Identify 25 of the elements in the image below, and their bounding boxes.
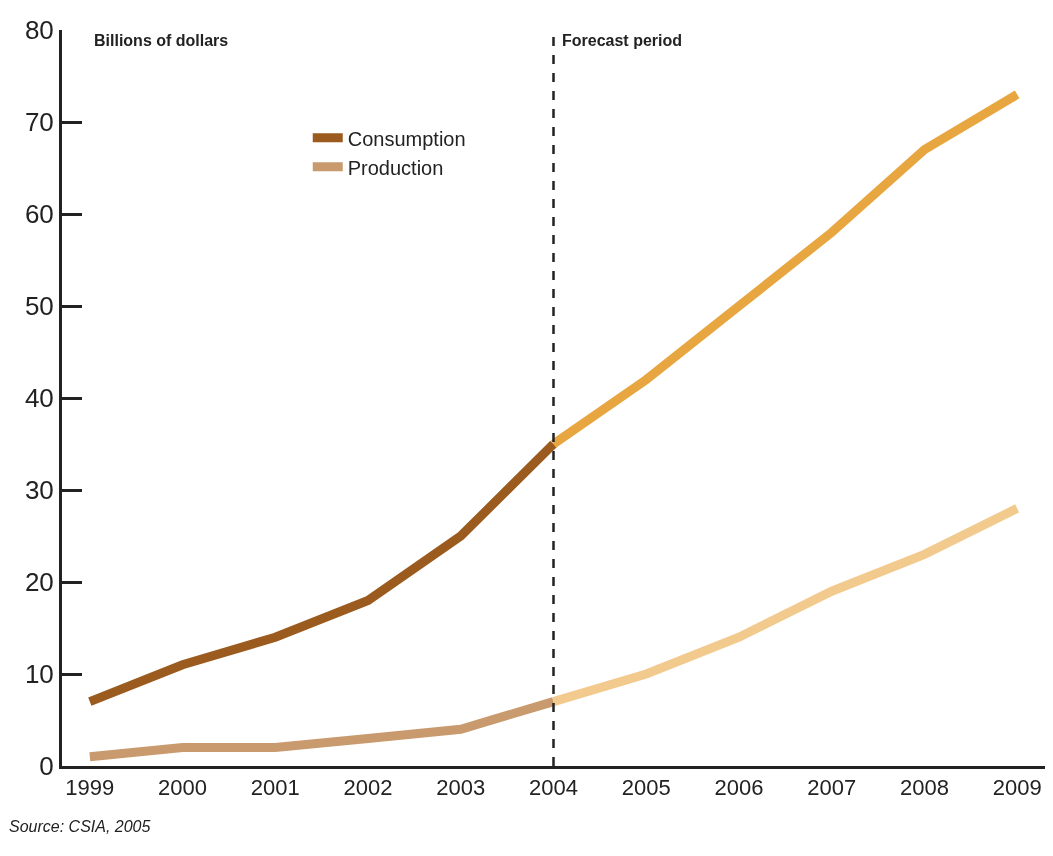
y-tick-label: 60 (24, 199, 54, 230)
y-tick-label: 70 (24, 107, 54, 138)
y-axis-title: Billions of dollars (94, 32, 229, 49)
y-tick-label: 30 (24, 475, 54, 506)
x-tick-label: 2008 (899, 775, 949, 801)
legend-label: Production (347, 156, 444, 179)
ref-line-label: Forecast period (562, 32, 683, 49)
y-tick-label: 0 (39, 751, 54, 782)
x-tick-label: 2002 (343, 775, 393, 801)
x-tick-label: 2003 (436, 775, 486, 801)
x-tick-label: 2004 (529, 775, 578, 801)
y-tick-label: 80 (24, 15, 54, 46)
x-tick-label: 2006 (714, 775, 764, 801)
legend-label: Consumption (347, 127, 466, 150)
y-tick-label: 40 (24, 383, 54, 414)
x-tick-label: 1999 (65, 775, 115, 801)
x-tick-label: 2005 (621, 775, 671, 801)
x-tick-label: 2001 (250, 775, 300, 801)
x-tick-label: 2009 (992, 775, 1042, 801)
y-tick-label: 20 (24, 567, 54, 598)
source-note: Source: CSIA, 2005 (9, 818, 151, 835)
x-tick-label: 2007 (807, 775, 857, 801)
y-tick-label: 50 (24, 291, 54, 322)
x-tick-label: 2000 (158, 775, 208, 801)
y-tick-label: 10 (24, 659, 54, 690)
